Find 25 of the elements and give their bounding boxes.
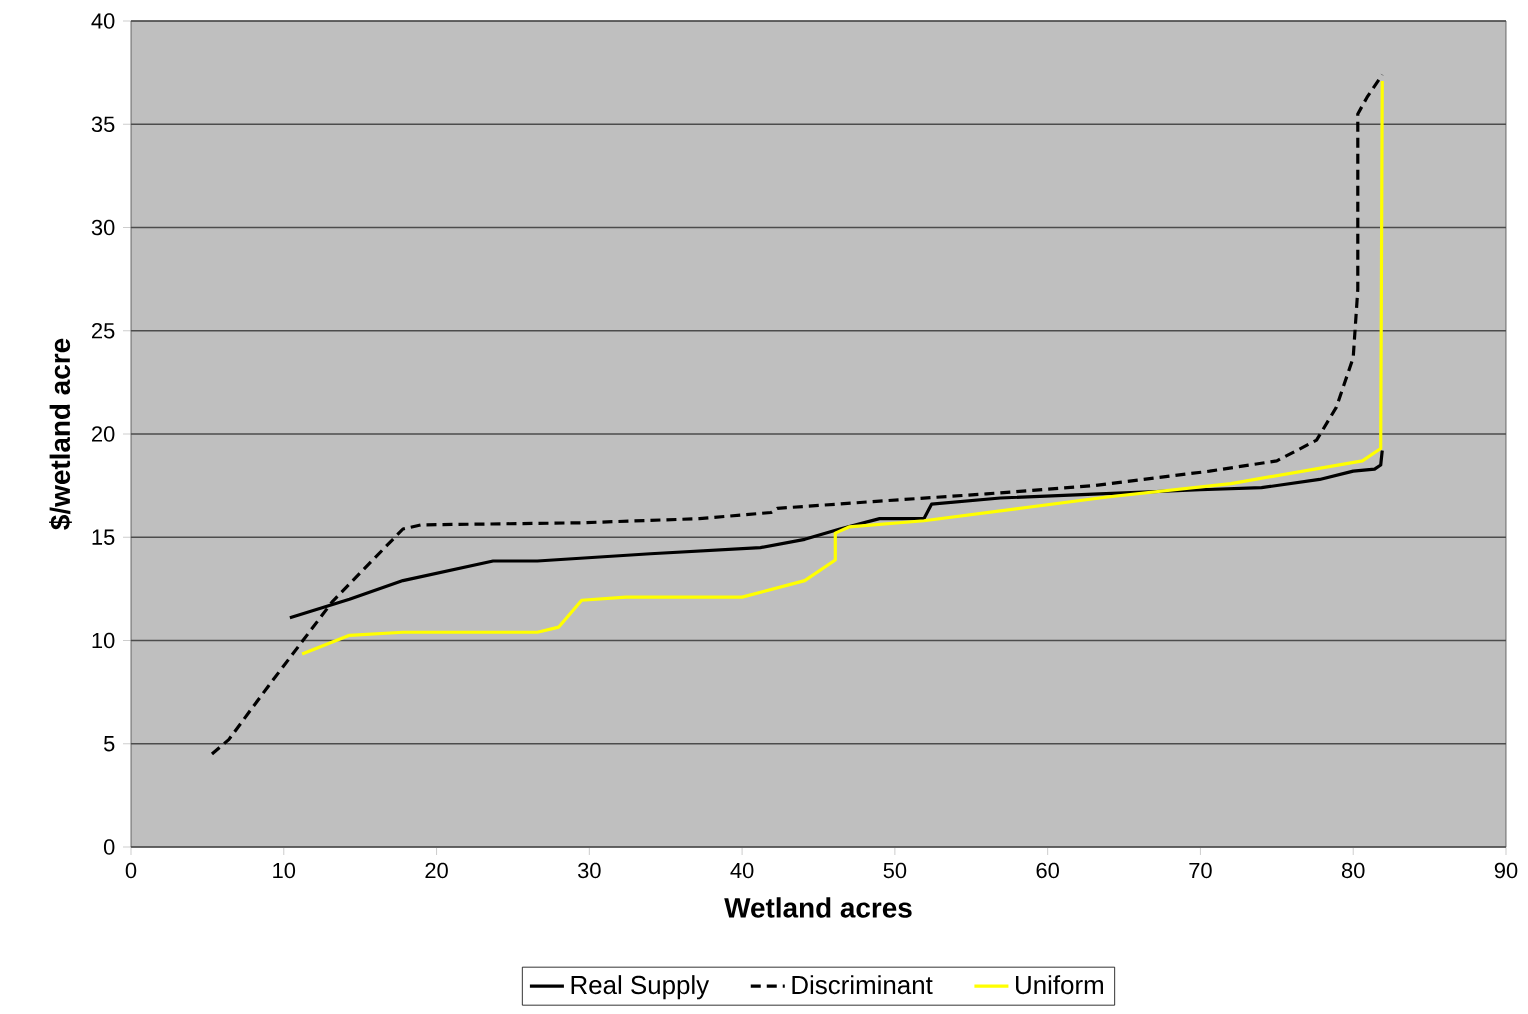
- y-tick-label: 40: [91, 13, 115, 29]
- y-tick-label: 25: [92, 323, 115, 339]
- x-tick-label: 60: [1036, 862, 1059, 879]
- y-tick-label: 30: [91, 219, 115, 236]
- legend-label: Real Supply: [571, 975, 710, 1000]
- x-tick-label: 90: [1494, 862, 1518, 879]
- y-tick-label: 0: [103, 839, 115, 855]
- x-tick-label: 80: [1341, 862, 1365, 879]
- x-tick-label: 30: [577, 862, 601, 879]
- y-tick-label: 20: [92, 426, 115, 442]
- x-tick-label: 10: [273, 862, 296, 879]
- y-tick-label: 35: [91, 116, 115, 133]
- y-tick-label: 5: [103, 736, 115, 752]
- x-tick-label: 40: [730, 862, 754, 879]
- y-axis-title: $/wetland acre: [49, 338, 72, 530]
- y-tick-label: 15: [92, 529, 115, 545]
- x-axis-title: Wetland acres: [724, 897, 912, 918]
- x-tick-label: 20: [425, 862, 448, 879]
- x-tick-label: 70: [1189, 862, 1212, 879]
- x-tick-label: 50: [883, 862, 907, 879]
- y-tick-label: 10: [92, 632, 115, 649]
- legend-label: Uniform: [1016, 975, 1103, 995]
- x-tick-label: 0: [125, 862, 137, 879]
- line-series: [300, 79, 1384, 656]
- legend-label: Discriminant: [792, 975, 933, 995]
